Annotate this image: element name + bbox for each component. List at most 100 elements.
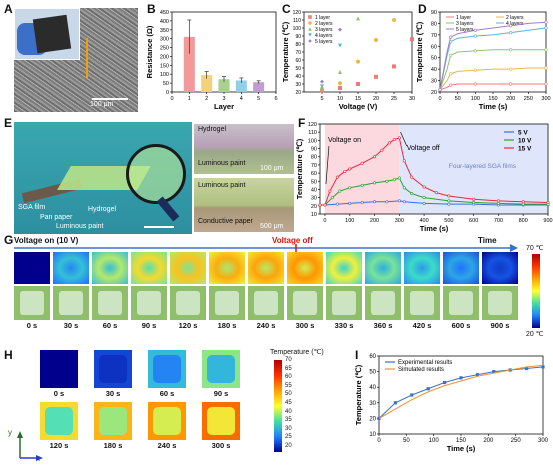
g-thermal-sequence: 0 s 30 s 60 s 90 s 120 s 180 s 240 s 300 s 330 s… <box>14 252 524 332</box>
thermal-frame <box>287 252 323 284</box>
data-point <box>392 178 396 182</box>
panel-label-d: D <box>418 2 427 16</box>
zoom-top-label-lower: Luminous paint <box>198 160 246 167</box>
y-tick-label: 300 <box>160 37 169 43</box>
data-point <box>385 179 389 183</box>
data-point <box>360 201 364 205</box>
scale-bar-a-label: 100 μm <box>90 101 114 108</box>
data-point <box>380 148 384 152</box>
colorbar-tick-label: 20 <box>285 443 292 449</box>
x-tick-label: 4 <box>240 96 243 102</box>
x-tick-label: 2 <box>205 96 208 102</box>
g-colorbar <box>532 254 540 328</box>
thermal-frame <box>482 252 518 284</box>
simulation-frame-core <box>99 407 127 435</box>
x-tick-label: 400 <box>419 218 428 224</box>
x-tick-label: 200 <box>483 438 494 444</box>
x-tick-label: 250 <box>524 96 533 102</box>
annotation-sample: Four-layered SGA films <box>449 163 517 170</box>
legend-label: 15 V <box>518 146 532 153</box>
colorbar-tick-label: 30 <box>285 425 292 432</box>
data-point <box>343 169 347 173</box>
thermal-frame <box>443 252 479 284</box>
thermal-frame <box>170 252 206 284</box>
thermal-time-label: 180 s <box>217 321 237 330</box>
data-point <box>373 181 377 185</box>
x-tick-label: 0 <box>377 438 381 444</box>
data-point <box>338 43 342 48</box>
x-tick-label: 500 <box>444 218 453 224</box>
scale-bar-e <box>144 226 174 228</box>
y-tick-label: 110 <box>308 130 317 136</box>
data-point <box>308 27 312 31</box>
data-point <box>492 370 496 374</box>
optical-frame <box>14 286 50 320</box>
y-tick-label: 100 <box>308 138 317 144</box>
y-tick-label: 60 <box>369 354 376 360</box>
y-tick-label: 120 <box>308 122 317 128</box>
panel-a-sem-photo: 100 μm <box>14 8 138 112</box>
colorbar-tick-label: 70 <box>285 357 292 363</box>
x-tick-label: 150 <box>456 438 467 444</box>
bar <box>201 75 213 92</box>
x-tick-label: 100 <box>471 96 480 102</box>
data-point <box>397 136 401 140</box>
x-tick-label: 800 <box>519 218 528 224</box>
x-tick-label: 50 <box>403 438 410 444</box>
data-point <box>320 79 324 84</box>
series-line <box>378 364 544 419</box>
simulation-time-label: 180 s <box>103 441 123 450</box>
optical-frame-film <box>332 291 356 315</box>
y-tick-label: 50 <box>369 370 376 376</box>
h-axes-indicator <box>17 431 43 461</box>
x-tick-label: 30 <box>409 96 415 102</box>
data-point <box>338 81 342 86</box>
bar <box>218 79 230 92</box>
optical-frame <box>53 286 89 320</box>
simulation-frame-core <box>45 407 73 435</box>
data-point <box>356 16 360 21</box>
legend-label: 10 V <box>518 138 532 145</box>
label-hydrogel: Hydrogel <box>88 206 117 213</box>
data-point <box>448 35 453 39</box>
thermal-time-label: 90 s <box>141 321 157 330</box>
legend-label: 4 layers <box>315 33 333 39</box>
bar <box>183 36 195 92</box>
g-colorbar-top: 70 ℃ <box>526 245 544 252</box>
thermal-time-label: 360 s <box>373 321 393 330</box>
data-point <box>438 88 442 92</box>
thermal-time-label: 60 s <box>102 321 118 330</box>
y-tick-label: 200 <box>160 54 169 60</box>
data-point <box>402 159 406 163</box>
data-point <box>410 393 414 397</box>
simulation-frame <box>40 402 78 440</box>
data-point <box>544 26 548 30</box>
legend-label: 1 layer <box>456 15 471 21</box>
data-point <box>426 387 430 391</box>
y-tick-label: 50 <box>163 81 169 87</box>
data-point <box>544 48 548 52</box>
simulation-time-label: 120 s <box>49 441 69 450</box>
optical-frame <box>92 286 128 320</box>
data-point <box>496 199 500 203</box>
optical-frame <box>443 286 479 320</box>
data-point <box>459 376 463 380</box>
data-point <box>335 175 339 179</box>
simulation-time-label: 240 s <box>157 441 177 450</box>
thermal-frame <box>248 252 284 284</box>
x-tick-label: 600 <box>469 218 478 224</box>
y-tick-label: 10 <box>311 212 317 218</box>
y-tick-label: 100 <box>160 72 169 78</box>
x-tick-label: 0 <box>323 218 326 224</box>
chart-c: 5 10 15 20 25 30 20 30 40 50 60 70 80 90 100 110 120 Volt… <box>282 10 415 111</box>
data-point <box>338 86 342 90</box>
zoom-paper-photo: Luminous paint Conductive paper 500 μm <box>194 178 294 232</box>
y-axis-label: Resistance (Ω) <box>146 25 154 78</box>
data-point <box>348 201 352 205</box>
simulation-frame-core <box>99 355 127 383</box>
colorbar-tick-label: 25 <box>285 434 292 441</box>
data-point <box>472 201 476 205</box>
label-luminous-paint: Luminous paint <box>56 223 104 230</box>
y-tick-label: 150 <box>160 63 169 69</box>
g-time-arrow-head <box>510 244 518 252</box>
